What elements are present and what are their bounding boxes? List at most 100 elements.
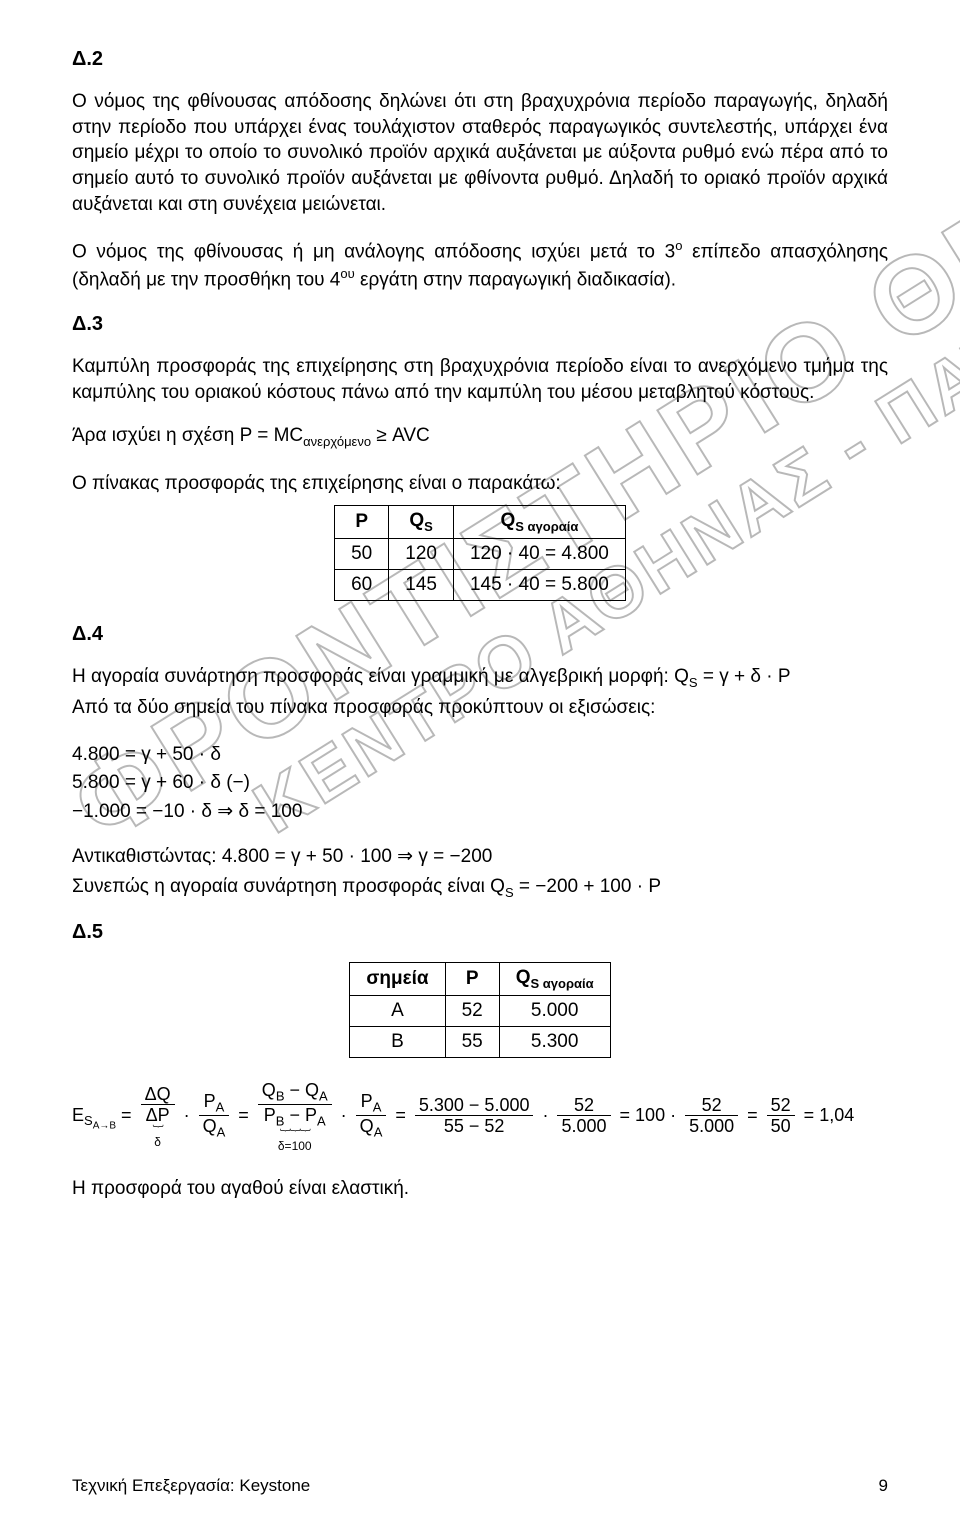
frac-8: 52 50 (767, 1095, 795, 1137)
f3n1: Q (262, 1080, 276, 1100)
frac-1: ΔQ ΔP (141, 1084, 175, 1126)
d3-relation: Άρα ισχύει η σχέση P = MCανερχόμενο ≥ AV… (72, 425, 888, 449)
eq3: −1.000 = −10 · δ ⇒ δ = 100 (72, 798, 888, 827)
f2-num-sub: A (216, 1100, 225, 1115)
d4-p1-post: = γ + δ · P (698, 666, 791, 687)
frac-5: 5.300 − 5.000 55 − 52 (415, 1095, 534, 1137)
d2-para2-post: εργάτη στην παραγωγική διαδικασία). (355, 270, 676, 291)
d4-equations: 4.800 = γ + 50 · δ 5.800 = γ + 60 · δ (−… (72, 741, 888, 827)
frac-4: PA QA (356, 1091, 387, 1141)
f3-ub: δ=100 (254, 1140, 336, 1152)
f6d: 5.000 (557, 1116, 610, 1137)
d3-th-qs: QS (389, 505, 454, 538)
table-row: A 52 5.000 (350, 995, 610, 1026)
f8d: 50 (767, 1116, 795, 1137)
f3d4: A (317, 1114, 326, 1129)
d4-p1-pre: Η αγοραία συνάρτηση προσφοράς είναι γραμ… (72, 666, 689, 687)
table-row: 60 145 145 · 40 = 5.800 (335, 569, 626, 600)
table-row: P QS QS αγοραία (335, 505, 626, 538)
d5-th-q: QS αγοραία (499, 963, 610, 996)
f7d: 5.000 (685, 1116, 738, 1137)
d5-th-p: P (445, 963, 499, 996)
cell: 120 · 40 = 4.800 (453, 538, 625, 569)
d5-th-q-text: Q (516, 967, 531, 988)
d2-para2: Ο νόμος της φθίνουσας ή μη ανάλογης απόδ… (72, 237, 888, 293)
frac-3: QB − QA PB − PA (258, 1080, 332, 1130)
f3n3: − Q (284, 1080, 319, 1100)
table-row: B 55 5.300 (350, 1026, 610, 1057)
cell: 60 (335, 569, 389, 600)
f1-num: ΔQ (141, 1084, 175, 1106)
cell: 52 (445, 995, 499, 1026)
eq2: 5.800 = γ + 60 · δ (−) (72, 769, 888, 798)
frac-2: PA QA (199, 1091, 230, 1141)
cell: 120 (389, 538, 454, 569)
es-sub-s: S (84, 1113, 93, 1128)
d3-para1: Καμπύλη προσφοράς της επιχείρησης στη βρ… (72, 354, 888, 405)
d3-rel-sub: ανερχόμενο (303, 434, 371, 449)
d4-res-post: = −200 + 100 · P (514, 876, 661, 897)
f1-ub: δ (137, 1136, 179, 1148)
d5-conclusion: Η προσφορά του αγαθού είναι ελαστική. (72, 1176, 888, 1202)
cell: 55 (445, 1026, 499, 1057)
f2-num: P (204, 1091, 216, 1111)
heading-d4: Δ.4 (72, 623, 888, 646)
d5-th-q-sub: S αγοραία (531, 976, 594, 991)
footer-page-number: 9 (879, 1476, 888, 1496)
d3-th-p: P (335, 505, 389, 538)
f4n: P (361, 1091, 373, 1111)
f6n: 52 (557, 1095, 610, 1117)
es-result: 1,04 (819, 1105, 854, 1125)
d3-rel-post: ≥ AVC (371, 425, 430, 446)
f3d3: − P (284, 1105, 317, 1125)
document-page: ΦΡΟΝΤΙΣΤΗΡΙΟ ΘΕΤΙΚΟ ΚΕΝΤΡΟ ΑΘΗΝΑΣ - ΠΑΤΗ… (0, 0, 960, 1528)
es-e: E (72, 1105, 84, 1125)
d2-para2-sup2: ου (340, 266, 354, 281)
f8n: 52 (767, 1095, 795, 1117)
cell: 145 · 40 = 5.800 (453, 569, 625, 600)
f3d1: P (264, 1105, 276, 1125)
cell: 5.000 (499, 995, 610, 1026)
th-qs-sub: S (424, 519, 433, 534)
f4d: Q (360, 1116, 374, 1136)
cell: 5.300 (499, 1026, 610, 1057)
d4-para1: Η αγοραία συνάρτηση προσφοράς είναι γραμ… (72, 664, 888, 691)
cell: A (350, 995, 445, 1026)
d4-res-sub: S (505, 885, 514, 900)
es-lhs: ESA→B (72, 1105, 121, 1125)
th-qs-text: Q (409, 510, 424, 531)
heading-d5: Δ.5 (72, 921, 888, 944)
cell: B (350, 1026, 445, 1057)
d5-table: σημεία P QS αγοραία A 52 5.000 B 55 5.30… (349, 962, 610, 1058)
d2-para1: Ο νόμος της φθίνουσας απόδοσης δηλώνει ό… (72, 89, 888, 217)
f5d: 55 − 52 (415, 1116, 534, 1137)
cell: 145 (389, 569, 454, 600)
elasticity-equation: ESA→B = ΔQ ΔP ︸ δ · PA QA = QB − QA PB −… (72, 1080, 888, 1152)
heading-d3: Δ.3 (72, 313, 888, 336)
f4ns: A (373, 1100, 382, 1115)
es-sub-ab: A→B (93, 1121, 116, 1132)
th-qsag-text: Q (500, 510, 515, 531)
d4-p1-sub: S (689, 674, 698, 689)
f7n: 52 (685, 1095, 738, 1117)
d4-res-pre: Συνεπώς η αγοραία συνάρτηση προσφοράς εί… (72, 876, 505, 897)
f5n: 5.300 − 5.000 (415, 1095, 534, 1117)
eq1: 4.800 = γ + 50 · δ (72, 741, 888, 770)
d3-th-qs-ag: QS αγοραία (453, 505, 625, 538)
footer-left: Τεχνική Επεξεργασία: Keystone (72, 1476, 310, 1496)
ub-f3: QB − QA PB − PA ︸︸︸ δ=100 (254, 1080, 336, 1152)
ub-f1: ΔQ ΔP ︸ δ (137, 1084, 179, 1148)
d3-rel-pre: Άρα ισχύει η σχέση P = MC (72, 425, 303, 446)
frac-7: 52 5.000 (685, 1095, 738, 1137)
f3n4: A (319, 1089, 328, 1104)
d5-th-pt: σημεία (350, 963, 445, 996)
f1-den: ΔP (141, 1105, 175, 1126)
frac-6: 52 5.000 (557, 1095, 610, 1137)
f2-den: Q (203, 1116, 217, 1136)
page-footer: Τεχνική Επεξεργασία: Keystone 9 (72, 1476, 888, 1496)
f2-den-sub: A (217, 1125, 226, 1140)
table-row: 50 120 120 · 40 = 4.800 (335, 538, 626, 569)
d3-para2: Ο πίνακας προσφοράς της επιχείρησης είνα… (72, 471, 888, 497)
d3-table: P QS QS αγοραία 50 120 120 · 40 = 4.800 … (334, 505, 626, 601)
d2-para2-pre: Ο νόμος της φθίνουσας ή μη ανάλογης απόδ… (72, 242, 675, 263)
